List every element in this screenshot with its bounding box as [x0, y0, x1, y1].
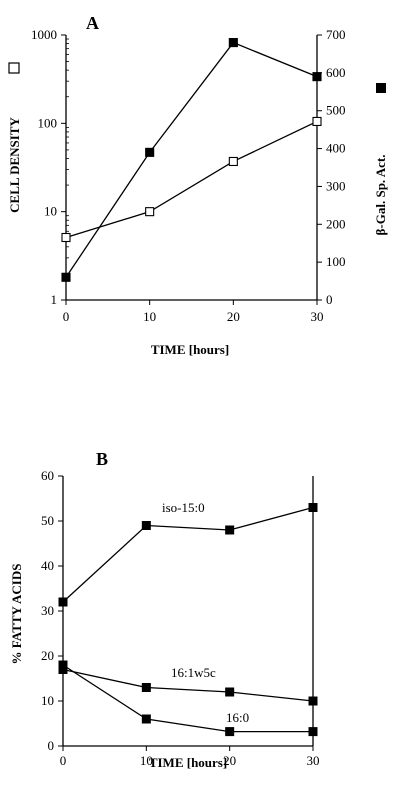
panel-b-x-tick-label: 20: [223, 753, 236, 768]
panel-b-letter: B: [96, 449, 108, 469]
panel-b-y-tick-label: 30: [41, 603, 54, 618]
panel-a-y2label-filled-square-icon: [376, 83, 386, 93]
panel-a-x-tick-label: 20: [227, 309, 240, 324]
panel-b-y-tick-label: 40: [41, 558, 54, 573]
panel-b-y-tick-label: 20: [41, 648, 54, 663]
panel-a-y2-tick-label: 100: [326, 254, 346, 269]
panel-a-y2label: β-Gal. Sp. Act.: [373, 155, 388, 236]
panel-b-series-0-point: [58, 597, 68, 607]
panel-a-x-tick-label: 0: [63, 309, 70, 324]
panel-a: A CELL DENSITY β-Gal. Sp. Act. TIME [hou…: [7, 13, 388, 357]
panel-b-x-tick-label: 10: [140, 753, 153, 768]
panel-a-series-1-point: [228, 38, 238, 48]
panel-a-y2-tick-label: 600: [326, 65, 346, 80]
panel-b-series-1-point: [141, 683, 151, 692]
panel-a-x-tick-label: 10: [143, 309, 156, 324]
panel-a-y2-tick-label: 700: [326, 27, 346, 42]
panel-b-series-1-line: [62, 668, 314, 702]
panel-a-series-0-point: [228, 156, 238, 167]
panel-b-series-2-point: [141, 714, 151, 724]
panel-a-letter: A: [86, 13, 99, 33]
panel-b-x-tick-label: 30: [307, 753, 320, 768]
series-label-16-0: 16:0: [226, 710, 249, 725]
panel-b-series-0-point: [308, 503, 318, 512]
panel-b-y-tick-label: 50: [41, 513, 54, 528]
panel-a-y2-tick-label: 0: [326, 292, 333, 307]
panel-a-series-0-point: [312, 116, 322, 127]
panel-a-y-tick-label: 10: [44, 204, 57, 219]
panel-a-series-1-point: [312, 72, 322, 82]
panel-b-xlabel: TIME [hours]: [149, 755, 227, 770]
panel-b-y-tick-label: 60: [41, 468, 54, 483]
panel-b-x-tick-label: 0: [60, 753, 67, 768]
panel-b-series-2-line: [62, 664, 313, 733]
panel-a-y2-tick-label: 500: [326, 103, 346, 118]
panel-a-y-tick-label: 1000: [31, 27, 57, 42]
panel-b-series-1-point: [308, 696, 318, 706]
panel-b-series-2-point: [58, 660, 68, 670]
panel-b-y-tick-label: 10: [41, 693, 54, 708]
series-label-iso-15-0: iso-15:0: [162, 500, 205, 515]
panel-b-series-2-point: [225, 727, 235, 737]
panel-b-series-1-point: [225, 687, 235, 697]
panel-a-series-0-point: [61, 232, 71, 243]
panel-a-series-0-line: [65, 120, 318, 239]
panel-a-x-tick-label: 30: [311, 309, 324, 324]
panel-a-xlabel: TIME [hours]: [151, 342, 229, 357]
panel-b-y-tick-label: 0: [48, 738, 55, 753]
panel-a-series-0-point: [145, 207, 155, 217]
panel-a-series-1-line: [65, 41, 318, 278]
panel-a-y-tick-label: 1: [51, 292, 58, 307]
panel-a-ylabel: CELL DENSITY: [7, 117, 22, 213]
panel-a-ylabel-open-square-icon: [8, 62, 20, 74]
panel-a-y2-tick-label: 400: [326, 141, 346, 156]
series-label-16-1w5c: 16:1w5c: [171, 665, 216, 680]
panel-b-series-2-point: [308, 727, 318, 737]
panel-b: B % FATTY ACIDS TIME [hours] iso-15:0 16…: [9, 449, 320, 770]
panel-a-y2-tick-label: 200: [326, 216, 346, 231]
panel-b-series-0-point: [225, 525, 235, 535]
panel-a-y2-tick-label: 300: [326, 178, 346, 193]
panel-a-y-tick-label: 100: [38, 115, 58, 130]
panel-b-ylabel: % FATTY ACIDS: [9, 564, 24, 665]
panel-a-series-1-point: [145, 147, 155, 157]
panel-a-series-1-point: [61, 272, 71, 282]
panel-b-series-0-line: [62, 506, 314, 603]
panel-b-series-0-point: [141, 521, 151, 530]
